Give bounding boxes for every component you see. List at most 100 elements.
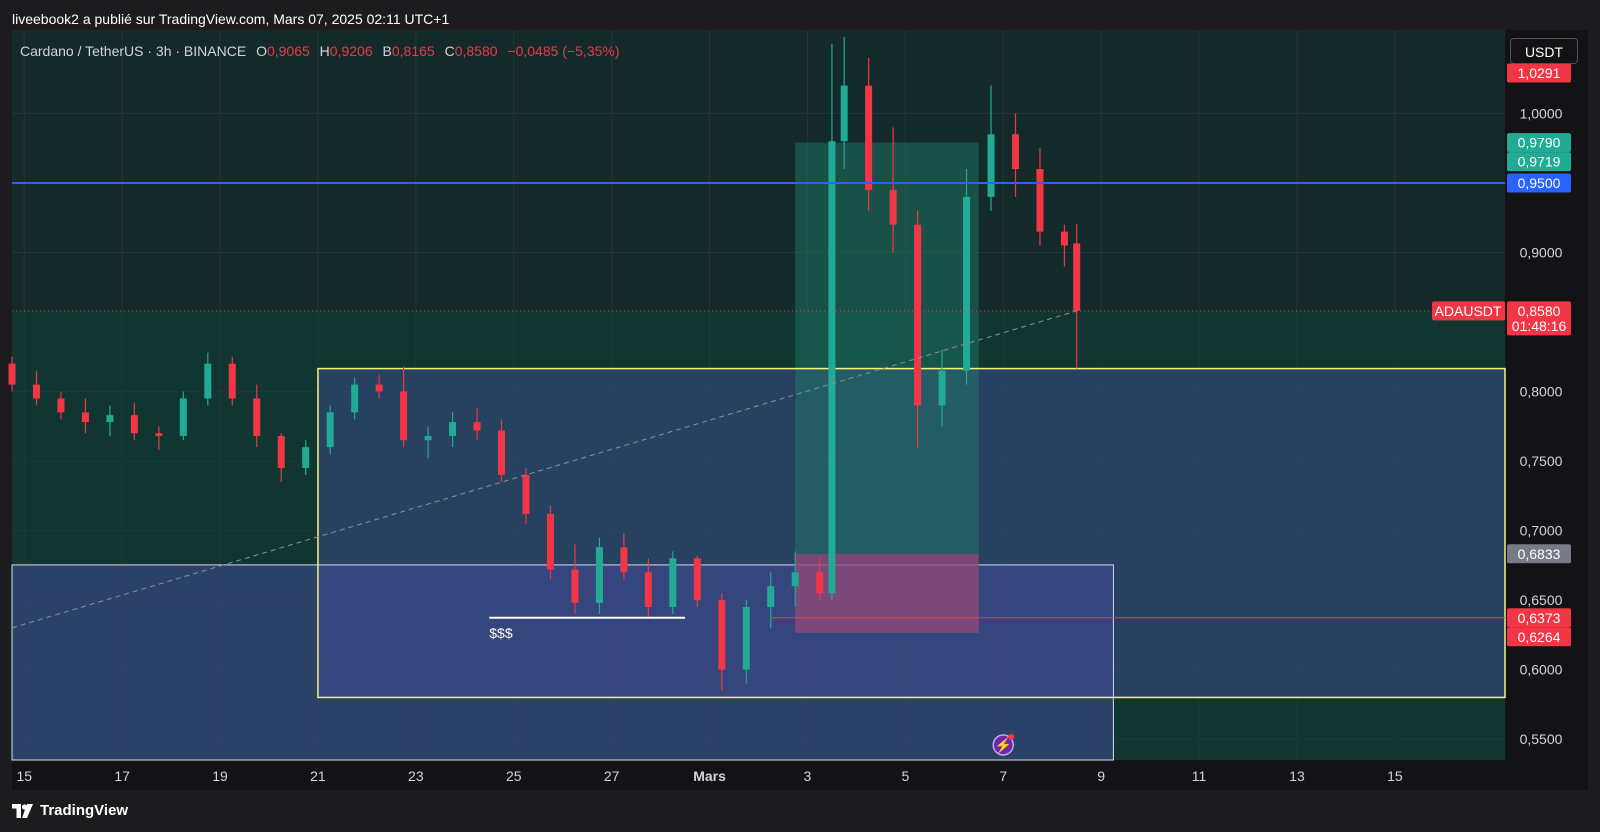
x-tick-label-9: 5 [901, 768, 909, 784]
price-chart[interactable]: 1,0000 0,9500 0,9000 0,8000 0,7500 0,7000 0,65… [0, 0, 1600, 790]
candle-body-1 [32, 384, 40, 399]
symbol-tag: ADAUSDT [1435, 303, 1502, 319]
candle-body-43 [1036, 169, 1044, 232]
candle-body-6 [155, 433, 163, 437]
candle-body-17 [424, 436, 432, 441]
symbol-tag-box [1432, 301, 1505, 321]
currency-button[interactable]: USDT [1510, 38, 1578, 64]
price-label-0: 1,0291 [1518, 65, 1561, 81]
position-target-zone [795, 142, 979, 554]
candle-body-7 [179, 398, 187, 437]
y-tick-label-2: 0,9000 [1520, 244, 1563, 260]
y-tick-label-6: 0,6500 [1520, 592, 1563, 608]
candle-body-14 [351, 384, 359, 413]
candle-body-29 [718, 600, 726, 670]
candle-body-18 [449, 422, 457, 437]
price-label-7: 0,6264 [1518, 629, 1561, 645]
y-tick-label-4: 0,7500 [1520, 453, 1563, 469]
symbol-legend: Cardano / TetherUS · 3h · BINANCE O0,906… [20, 43, 620, 59]
candle-body-24 [595, 547, 603, 603]
price-label-6: 0,6373 [1518, 610, 1561, 626]
event-flash-glyph: ⚡ [995, 737, 1012, 754]
x-tick-label-3: 21 [310, 768, 326, 784]
price-label-box-5 [1507, 544, 1571, 564]
price-label-5: 0,6833 [1518, 546, 1561, 562]
y-tick-label-3: 0,8000 [1520, 384, 1563, 400]
price-label-1: 0,9790 [1518, 135, 1561, 151]
event-flash-icon [992, 734, 1015, 756]
x-tick-label-1: 17 [114, 768, 130, 784]
time-axis-panel [12, 760, 1588, 790]
candle-body-31 [767, 586, 775, 608]
candle-body-15 [375, 384, 383, 392]
candle-body-13 [326, 412, 334, 448]
price-label-box-4 [1507, 301, 1571, 336]
candle-body-21 [522, 474, 530, 514]
x-tick-label-12: 11 [1192, 768, 1207, 784]
price-label-2: 0,9719 [1518, 154, 1561, 170]
publisher-bar: liveebook2 a publié sur TradingView.com,… [0, 0, 1600, 30]
candle-body-44 [1060, 231, 1068, 246]
price-label-box-1 [1507, 133, 1571, 153]
legend-close-value: 0,8580 [454, 43, 498, 59]
candle-body-3 [81, 412, 89, 423]
candle-body-33 [816, 572, 824, 594]
x-tick-label-13: 13 [1289, 768, 1305, 784]
candle-body-16 [400, 391, 408, 441]
candle-body-11 [277, 436, 285, 468]
legend-symbol: Cardano / TetherUS · 3h · BINANCE [20, 43, 247, 59]
x-tick-label-11: 9 [1097, 768, 1105, 784]
candle-body-19 [473, 422, 481, 431]
candle-body-4 [106, 415, 114, 423]
candle-body-9 [228, 363, 236, 399]
price-label-box-0 [1507, 63, 1571, 83]
x-tick-label-14: 15 [1387, 768, 1403, 784]
position-stop-zone [795, 553, 979, 633]
countdown-label: 01:48:16 [1512, 318, 1567, 334]
price-label-3: 0,9500 [1518, 175, 1561, 191]
legend-open-value: 0,9065 [266, 43, 310, 59]
legend-low-label: B [382, 43, 392, 59]
candle-body-10 [253, 398, 261, 437]
tradingview-logo[interactable]: TradingView [12, 802, 128, 822]
candle-body-45 [1073, 243, 1081, 311]
x-tick-label-10: 7 [999, 768, 1007, 784]
x-tick-label-2: 19 [212, 768, 228, 784]
candle-body-38 [914, 224, 922, 406]
candle-body-27 [669, 558, 677, 608]
candle-body-36 [865, 85, 873, 190]
range-box-outline [317, 367, 1506, 699]
price-label-box-6 [1507, 608, 1571, 628]
candle-body-20 [498, 430, 506, 475]
candle-body-39 [938, 370, 946, 406]
candle-body-26 [644, 572, 652, 608]
candle-body-23 [571, 569, 579, 603]
candle-body-40 [963, 196, 971, 371]
y-tick-label-5: 0,7000 [1520, 523, 1563, 539]
event-badge-dot [1008, 734, 1015, 740]
liquidity-annotation: $$$ [489, 625, 513, 641]
legend-open-label: O [256, 43, 267, 59]
candle-body-5 [130, 415, 138, 434]
candle-body-28 [693, 558, 701, 601]
candle-body-2 [57, 398, 65, 413]
candle-body-42 [1011, 134, 1019, 170]
liquidity-zone-outline [11, 564, 1114, 761]
candle-body-35 [840, 85, 848, 142]
candle-body-37 [889, 189, 897, 225]
candle-body-25 [620, 547, 628, 573]
x-tick-label-5: 25 [506, 768, 522, 784]
candle-body-8 [204, 363, 212, 399]
candle-body-32 [791, 572, 799, 587]
tradingview-brand: TradingView [40, 802, 129, 819]
x-tick-label-8: 3 [804, 768, 812, 784]
legend-high-label: H [319, 43, 330, 59]
y-tick-label-8: 0,5500 [1520, 731, 1563, 747]
legend-close-label: C [444, 43, 455, 59]
y-tick-label-0: 1,0000 [1520, 105, 1563, 121]
y-tick-label-7: 0,6000 [1520, 662, 1563, 678]
candle-body-30 [742, 607, 750, 670]
candle-body-0 [8, 363, 16, 385]
publisher-line: liveebook2 a publié sur TradingView.com,… [12, 11, 450, 27]
x-tick-label-7: Mars [693, 768, 726, 784]
